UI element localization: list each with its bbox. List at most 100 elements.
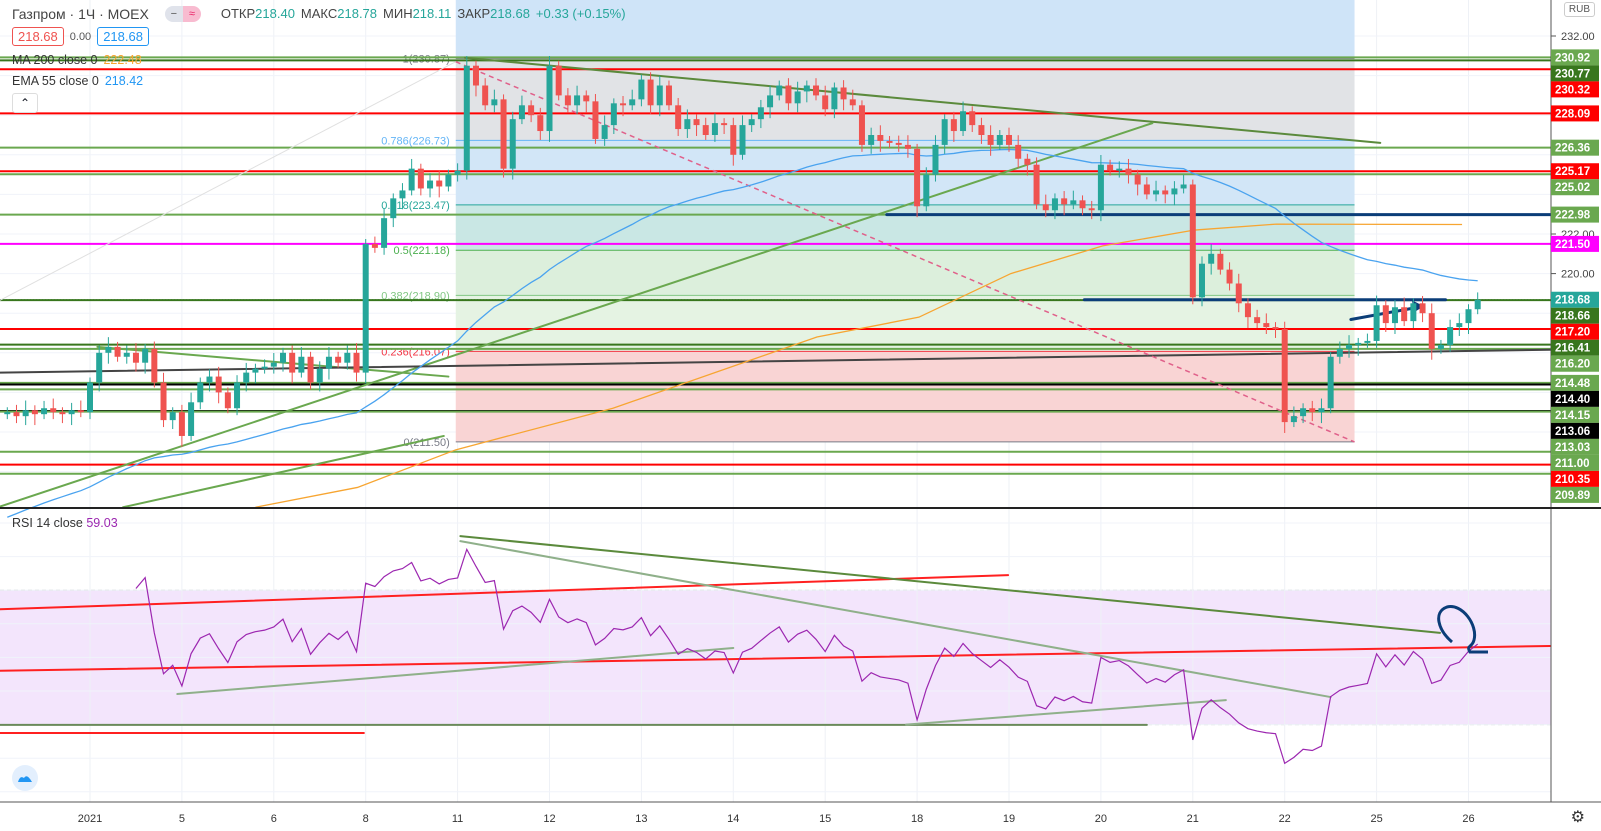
- ema-label: EMA 55 close 0: [12, 73, 99, 88]
- sell-button[interactable]: 218.68: [12, 27, 64, 46]
- rsi-legend[interactable]: RSI 14 close 59.03: [12, 516, 118, 530]
- candle-body: [1437, 344, 1444, 349]
- tradingview-logo-icon[interactable]: [12, 765, 38, 791]
- price-level-label: 218.68: [1555, 295, 1591, 307]
- candle-body: [1217, 253, 1224, 270]
- candle-body: [307, 356, 314, 383]
- candle-body: [335, 356, 342, 363]
- candle-body: [454, 170, 461, 175]
- candle-body: [767, 95, 774, 108]
- candle-body: [178, 412, 185, 436]
- candle-body: [1097, 164, 1104, 211]
- price-level-label: 225.17: [1555, 166, 1590, 178]
- candle-body: [1189, 184, 1196, 298]
- candle-body: [500, 99, 507, 169]
- price-level-badge: [1551, 65, 1599, 82]
- approx-icon[interactable]: ≈: [182, 5, 201, 22]
- minus-icon[interactable]: −: [164, 5, 183, 22]
- fib-band: [455, 0, 1355, 59]
- candle-body: [114, 346, 121, 357]
- candle-body: [151, 348, 158, 383]
- time-tick-label: 12: [543, 813, 555, 825]
- ma-legend[interactable]: MA 200 close 0 222.48: [12, 49, 626, 70]
- candle-body: [877, 135, 884, 141]
- visibility-toggle[interactable]: − ≈: [164, 5, 201, 22]
- candle-body: [629, 99, 636, 106]
- candle-body: [675, 105, 682, 130]
- low-value: 218.11: [412, 6, 452, 21]
- symbol-title[interactable]: Газпром · 1Ч · MOEX: [12, 5, 149, 22]
- candle-body: [252, 368, 259, 373]
- ema-legend[interactable]: EMA 55 close 0 218.42: [12, 70, 626, 91]
- candle-body: [1051, 198, 1058, 211]
- price-level-label: 211.00: [1555, 458, 1590, 470]
- candle-body: [721, 123, 728, 126]
- price-level-label: 221.50: [1555, 239, 1590, 251]
- candle-body: [831, 87, 838, 110]
- candle-body: [96, 352, 103, 383]
- candle-body: [59, 412, 66, 415]
- candle-body: [169, 412, 176, 421]
- candle-body: [592, 101, 599, 139]
- candle-body: [427, 180, 434, 189]
- candle-body: [1309, 408, 1316, 413]
- candle-body: [794, 91, 801, 104]
- price-level-label: 226.36: [1555, 143, 1590, 155]
- price-level-label: 225.02: [1555, 182, 1590, 194]
- chevron-up-icon[interactable]: ⌃: [12, 93, 38, 113]
- candle-body: [215, 376, 222, 393]
- price-level-badge: [1551, 454, 1599, 471]
- gear-icon[interactable]: ⚙: [1570, 809, 1585, 826]
- time-tick-label: 6: [271, 813, 277, 825]
- fib-level-label: 0(211.50): [403, 437, 449, 449]
- candle-body: [647, 79, 654, 106]
- candle-body: [123, 352, 130, 357]
- candle-body: [564, 95, 571, 106]
- candle-body: [574, 95, 581, 106]
- candle-body: [914, 148, 921, 207]
- candle-body: [1447, 327, 1454, 345]
- candle-body: [620, 103, 627, 106]
- candle-body: [886, 140, 893, 143]
- time-tick-label: 11: [452, 813, 463, 825]
- candle-body: [858, 105, 865, 145]
- price-level-label: 214.48: [1555, 378, 1591, 390]
- fib-level-label: 0.786(226.73): [381, 135, 450, 147]
- candle-body: [638, 79, 645, 100]
- price-level-label: 216.20: [1555, 359, 1590, 371]
- close-value: 218.68: [490, 6, 530, 21]
- candle-body: [4, 412, 11, 415]
- currency-button[interactable]: RUB: [1563, 2, 1595, 17]
- time-tick-label: 5: [179, 813, 185, 825]
- candle-body: [399, 190, 406, 199]
- price-level-badge: [1551, 470, 1599, 487]
- price-level-badge: [1551, 179, 1599, 196]
- candle-body: [711, 123, 718, 135]
- candle-body: [1465, 309, 1472, 324]
- candle-body: [1346, 344, 1353, 349]
- candle-body: [1382, 305, 1389, 324]
- price-level-badge: [1551, 81, 1599, 98]
- ema55-line: [7, 148, 1478, 518]
- candle-body: [197, 382, 204, 403]
- candle-body: [206, 376, 213, 383]
- rsi-trend-line: [0, 644, 1601, 672]
- candle-body: [1263, 323, 1270, 328]
- candle-body: [868, 135, 875, 145]
- price-level-badge: [1551, 339, 1599, 356]
- candle-body: [904, 144, 911, 149]
- candle-body: [1272, 327, 1279, 330]
- fib-level-label: 0.5(221.18): [393, 245, 449, 257]
- candle-body: [188, 402, 195, 436]
- time-tick-label: 13: [635, 813, 647, 825]
- candle-body: [739, 125, 746, 155]
- candle-body: [316, 368, 323, 383]
- candle-body: [1318, 408, 1325, 413]
- price-level-label: 214.40: [1555, 394, 1590, 406]
- fib-band: [455, 351, 1355, 442]
- candle-body: [1244, 303, 1251, 318]
- buy-button[interactable]: 218.68: [97, 27, 149, 46]
- candle-body: [87, 382, 93, 413]
- price-level-badge: [1551, 323, 1599, 340]
